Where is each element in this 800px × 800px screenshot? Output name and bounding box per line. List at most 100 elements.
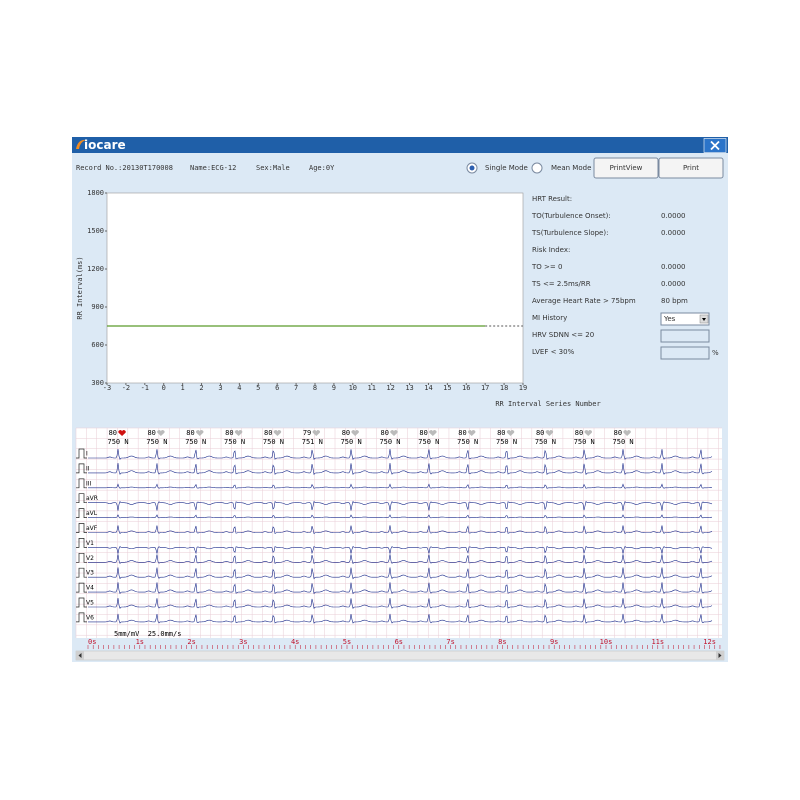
time-label: 6s [395,638,403,646]
close-icon [710,140,720,151]
ecg-panel [76,428,722,638]
y-axis-label: RR Interval(ms) [76,256,84,319]
x-tick-label: 6 [275,384,279,392]
beat-hr: 80 [575,429,583,437]
lead-label: V4 [86,585,94,592]
risk-value: 80 bpm [661,297,688,305]
calibration-pulse [76,567,87,578]
record-no: Record No.:20130T170008 [76,164,173,172]
print-label: Print [683,164,699,172]
time-label: 12s [703,638,716,646]
beat-hr: 80 [225,429,233,437]
logo: iocare [84,138,126,152]
print-button[interactable] [658,157,724,179]
time-label: 5s [343,638,351,646]
heart-icon [196,430,204,436]
heart-icon [351,430,359,436]
heart-icon [506,430,515,436]
heart-icon [118,430,126,436]
beat-hr: 80 [147,429,155,437]
ecg-trace [88,613,713,624]
x-tick-label: 7 [294,384,298,392]
beat-rr: 750 N [379,438,400,446]
x-tick-label: 12 [386,384,394,392]
x-tick-label: 1 [181,384,185,392]
mean-mode-radio[interactable] [531,162,543,174]
heart-icon [390,430,398,436]
lead-label: III [86,480,92,487]
ecg-trace [88,525,713,535]
x-axis-label: RR Interval Series Number [495,400,600,408]
lvef-input[interactable] [660,346,710,360]
beat-rr: 750 N [535,438,556,446]
x-tick-label: 4 [237,384,241,392]
ecg-trace [88,582,713,595]
hrt-value: 0.0000 [661,212,686,220]
calibration-pulse [76,448,87,459]
beat-hr: 80 [419,429,427,437]
mi-value: Yes [663,315,676,323]
calibration-pulse [76,478,87,489]
risk-label: TO >= 0 [531,263,562,271]
lead-label: V2 [86,555,94,562]
hrt-value: 0.0000 [661,229,686,237]
time-label: 1s [136,638,144,646]
ecg-grid [75,427,722,638]
heart-icon [234,430,243,436]
ecg-trace [88,567,713,580]
beat-hr: 80 [458,429,466,437]
x-tick-label: 11 [368,384,376,392]
risk-value: 0.0000 [661,280,686,288]
time-label: 4s [291,638,299,646]
x-tick-label: 3 [218,384,222,392]
beat-rr: 750 N [457,438,478,446]
beat-hr: 80 [109,429,117,437]
beat-rr: 750 N [224,438,245,446]
beat-rr: 750 N [418,438,439,446]
y-tick-label: 1500 [87,227,104,235]
x-tick-label: 16 [462,384,470,392]
time-label: 8s [498,638,506,646]
lvef-unit: % [712,349,719,357]
risk-title: Risk Index: [532,246,570,254]
x-tick-label: 8 [313,384,317,392]
time-label: 9s [550,638,558,646]
x-tick-label: 9 [332,384,336,392]
mi-label: MI History [532,314,567,322]
time-label: 0s [88,638,96,646]
y-tick-label: 600 [91,341,104,349]
radio-dot [469,165,475,171]
x-tick-label: 5 [256,384,260,392]
calibration-pulse [76,552,87,563]
beat-rr: 750 N [341,438,362,446]
time-label: 3s [239,638,247,646]
calibration-pulse [76,493,87,504]
x-tick-label: -2 [122,384,130,392]
calibration-pulse [76,612,87,623]
beat-hr: 80 [614,429,622,437]
printview-button[interactable] [593,157,659,179]
beat-hr: 79 [303,429,311,437]
plot-area [106,192,524,384]
patient-age: Age:0Y [309,164,335,172]
beat-hr: 80 [342,429,350,437]
beat-rr: 750 N [185,438,206,446]
hrt-title: HRT Result: [532,195,572,203]
lead-label: V6 [86,614,94,621]
hrv-input[interactable] [660,329,710,343]
ecg-trace [88,483,713,489]
lead-label: V3 [86,570,94,577]
ecg-trace [88,554,713,565]
scrollbar[interactable] [75,650,725,661]
heart-icon [157,430,165,436]
ecg-trace [88,514,713,519]
ecg-trace [88,449,713,461]
calibration-pulse [76,523,87,533]
hrv-label: HRV SDNN <= 20 [532,331,594,339]
heart-icon [429,430,437,436]
heart-icon [312,430,320,436]
beat-rr: 750 N [108,438,129,446]
mi-history-select[interactable] [660,312,710,326]
scroll-left-arrow [78,653,82,658]
